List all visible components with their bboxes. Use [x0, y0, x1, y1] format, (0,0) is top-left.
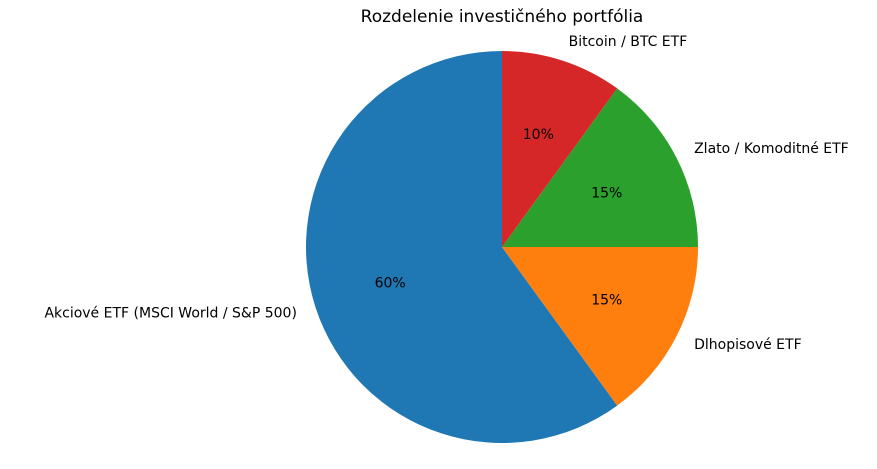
- slice-label: Akciové ETF (MSCI World / S&P 500): [44, 306, 297, 322]
- value-label: 60%: [375, 275, 406, 291]
- value-label: 15%: [591, 292, 622, 308]
- slice-label: Zlato / Komoditné ETF: [694, 141, 849, 157]
- pie-slice: [306, 51, 618, 444]
- pie-slice: [502, 88, 698, 247]
- pie-slice: [502, 51, 618, 247]
- value-label: 15%: [591, 186, 622, 202]
- pie-slice: [502, 247, 698, 406]
- slice-label: Bitcoin / BTC ETF: [569, 34, 688, 50]
- chart-title: Rozdelenie investičného portfólia: [361, 7, 644, 27]
- value-label: 10%: [523, 127, 554, 143]
- slice-label: Dlhopisové ETF: [694, 337, 802, 353]
